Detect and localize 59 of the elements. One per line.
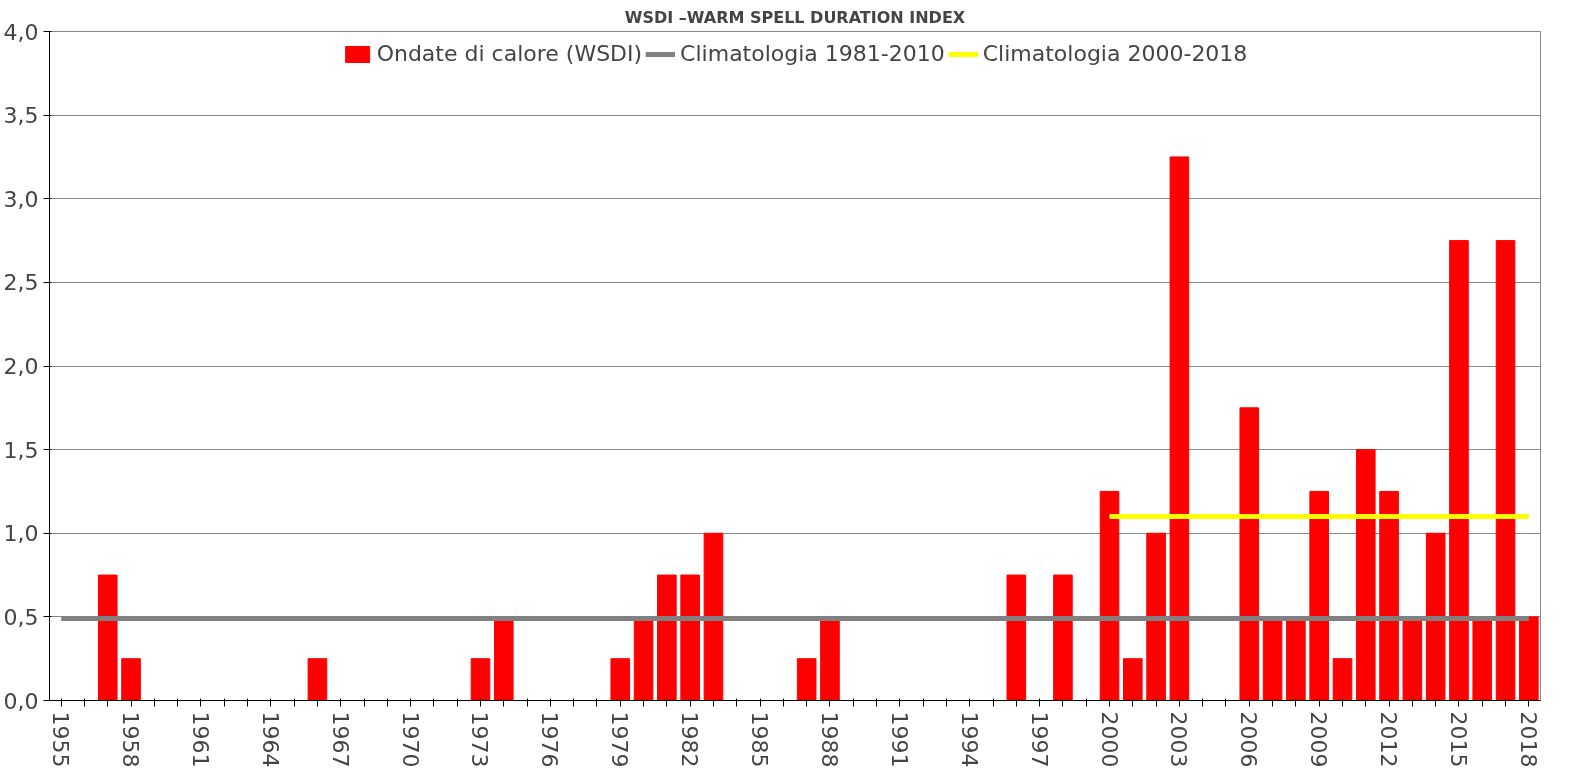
x-tick-label: 1997 [1026,711,1052,768]
x-tick-label: 2009 [1306,711,1332,768]
y-tick-label: 2,0 [3,354,39,379]
bar [1425,532,1446,701]
x-tick-label: 2006 [1236,711,1262,768]
y-tick-label: 0,0 [3,688,39,714]
bar [307,658,328,701]
y-tick-label: 1,5 [3,437,39,463]
bar [796,658,817,701]
legend-label: Climatologia 2000-2018 [982,41,1248,66]
bar [121,658,141,701]
x-tick-label: 1970 [397,711,423,768]
x-tick-label: 1967 [327,711,353,768]
bar [1449,240,1469,701]
bar [97,574,118,701]
bar [470,658,491,701]
y-tick-label: 0,5 [3,604,39,630]
x-tick-label: 1994 [956,711,982,768]
x-tick-label: 2012 [1376,711,1402,768]
x-tick-label: 1982 [677,711,703,768]
bar [657,574,677,701]
y-tick-label: 1,0 [3,521,39,547]
y-tick-label: 3,5 [3,103,39,129]
bar [1495,240,1516,701]
x-tick-label: 2015 [1445,711,1471,768]
bar [1006,574,1027,701]
x-tick-label: 1985 [747,711,773,768]
y-tick-label: 2,5 [3,270,39,296]
bar [680,574,700,701]
chart-title: WSDI –WARM SPELL DURATION INDEX [624,7,966,27]
bar [1519,616,1539,701]
bar [1332,658,1353,701]
x-tick-label: 1958 [118,711,144,768]
x-tick-label: 1988 [816,711,842,768]
x-tick-label: 1964 [257,711,283,768]
legend-label: Ondate di calore (WSDI) [376,41,643,66]
bar [1169,156,1190,701]
bar [1239,407,1260,701]
x-tick-label: 2003 [1166,711,1192,768]
x-tick-label: 2018 [1515,711,1541,768]
bar [1053,574,1073,701]
x-tick-label: 2000 [1096,711,1122,768]
x-tick-label: 1955 [48,711,74,768]
y-tick-label: 4,0 [3,19,39,45]
bar [703,532,724,701]
bar [1122,658,1143,701]
y-tick-label: 3,0 [3,186,39,212]
x-tick-label: 1991 [886,711,912,768]
legend-label: Climatologia 1981-2010 [680,41,945,66]
x-tick-label: 1976 [537,711,563,768]
bar [1355,449,1376,701]
bar [610,658,631,701]
x-tick-label: 1979 [607,711,633,768]
x-tick-label: 1961 [187,711,213,768]
bar [1309,490,1329,701]
bar [1379,490,1399,701]
x-tick-label: 1973 [467,711,493,768]
bar [1099,490,1120,701]
bar [1146,532,1166,701]
